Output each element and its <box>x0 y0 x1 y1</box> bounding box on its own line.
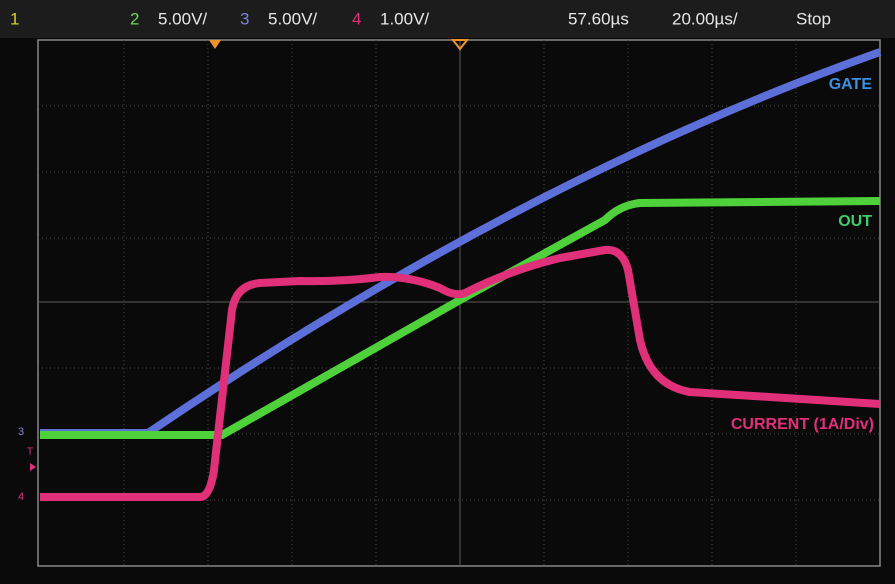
gate-label: GATE <box>829 76 873 93</box>
channel-3: 3 <box>240 9 249 28</box>
delay-marker <box>450 39 470 51</box>
out-label: OUT <box>838 213 872 230</box>
timebase: 20.00µs/ <box>672 9 738 28</box>
current-label: CURRENT (1A/Div) <box>731 416 874 433</box>
run-status: Stop <box>796 9 831 28</box>
channel-2: 2 <box>130 9 139 28</box>
trigger-arrow <box>30 463 36 471</box>
channel-3-scale: 5.00V/ <box>268 9 317 28</box>
channel-1: 1 <box>10 9 19 28</box>
time-delay: 57.60µs <box>568 9 629 28</box>
current-trace <box>40 245 881 501</box>
channel-2-scale: 5.00V/ <box>158 9 207 28</box>
ch4-ground-marker: 4 <box>18 491 24 503</box>
channel-4: 4 <box>352 9 361 28</box>
header-bar <box>0 0 895 38</box>
ch3-ground-marker: 3 <box>18 426 24 438</box>
gate-trace <box>40 48 882 437</box>
channel-4-scale: 1.00V/ <box>380 9 429 28</box>
trigger-level-marker: T <box>27 447 33 458</box>
trigger-marker <box>209 40 221 49</box>
